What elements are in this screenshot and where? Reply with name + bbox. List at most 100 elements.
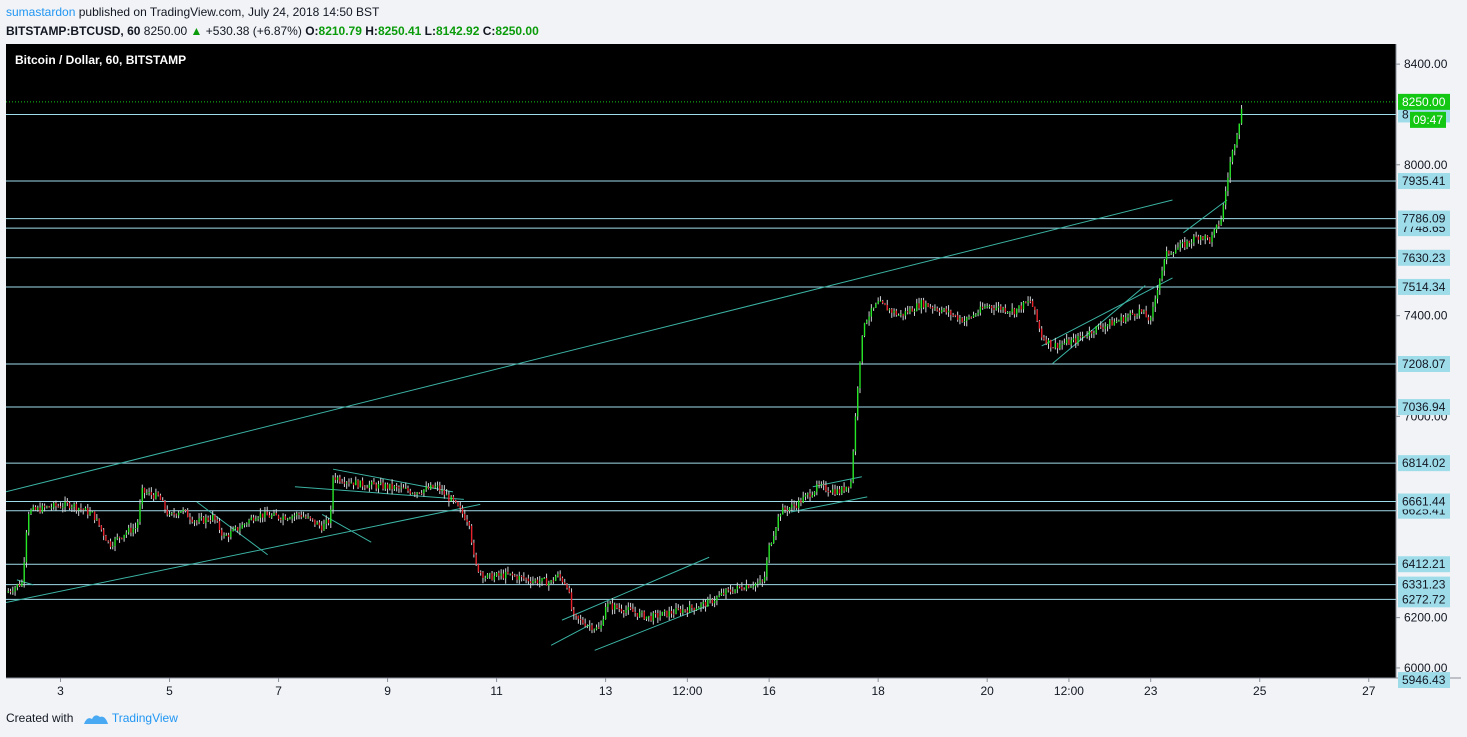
candle-body[interactable]: [988, 305, 991, 307]
candle-body[interactable]: [280, 518, 282, 521]
candle-body[interactable]: [355, 480, 357, 486]
candle-body[interactable]: [155, 492, 157, 499]
candle-body[interactable]: [968, 317, 970, 319]
candle-body[interactable]: [1034, 306, 1036, 311]
candle-body[interactable]: [1056, 343, 1059, 349]
candle-body[interactable]: [643, 611, 645, 620]
candle-body[interactable]: [600, 625, 602, 629]
candle-body[interactable]: [377, 484, 380, 489]
candle-body[interactable]: [436, 485, 439, 487]
candle-body[interactable]: [1131, 312, 1134, 315]
candle-body[interactable]: [611, 603, 614, 610]
candle-body[interactable]: [916, 303, 918, 311]
candle-body[interactable]: [516, 576, 518, 580]
candle-body[interactable]: [391, 483, 393, 490]
candle-body[interactable]: [1088, 330, 1091, 336]
candle-body[interactable]: [1000, 306, 1002, 310]
candle-body[interactable]: [500, 573, 502, 576]
candle-body[interactable]: [464, 513, 466, 520]
candle-body[interactable]: [1052, 347, 1054, 349]
candle-body[interactable]: [352, 482, 355, 486]
candle-body[interactable]: [59, 506, 62, 508]
candle-body[interactable]: [977, 312, 979, 315]
candle-body[interactable]: [1059, 344, 1061, 349]
candle-body[interactable]: [539, 581, 541, 584]
candle-body[interactable]: [579, 618, 582, 620]
candle-body[interactable]: [282, 516, 284, 521]
candle-body[interactable]: [257, 517, 259, 519]
candle-body[interactable]: [214, 514, 216, 520]
trend-line-14[interactable]: [1183, 199, 1228, 234]
candle-body[interactable]: [950, 310, 952, 316]
candle-body[interactable]: [498, 572, 500, 576]
candle-body[interactable]: [525, 578, 527, 580]
candle-body[interactable]: [1104, 326, 1106, 329]
candle-body[interactable]: [448, 494, 450, 502]
candle-body[interactable]: [55, 503, 57, 507]
candle-body[interactable]: [870, 308, 873, 317]
candle-body[interactable]: [972, 314, 975, 318]
candle-body[interactable]: [109, 541, 112, 547]
candle-body[interactable]: [843, 487, 845, 491]
candle-body[interactable]: [1047, 339, 1050, 344]
candle-body[interactable]: [357, 480, 359, 488]
candle-body[interactable]: [627, 607, 630, 610]
candle-body[interactable]: [782, 507, 784, 515]
candle-body[interactable]: [904, 311, 907, 316]
candle-body[interactable]: [811, 495, 813, 498]
candle-body[interactable]: [473, 542, 475, 555]
candle-body[interactable]: [872, 307, 875, 309]
candle-body[interactable]: [89, 511, 91, 515]
candle-body[interactable]: [339, 477, 341, 482]
candle-body[interactable]: [264, 511, 266, 518]
candle-body[interactable]: [620, 608, 623, 612]
candle-body[interactable]: [654, 613, 657, 615]
candle-body[interactable]: [330, 509, 332, 524]
candle-body[interactable]: [1136, 315, 1138, 317]
candle-body[interactable]: [152, 495, 155, 499]
candle-body[interactable]: [393, 486, 396, 490]
candle-body[interactable]: [491, 573, 493, 580]
candle-body[interactable]: [702, 602, 704, 604]
candle-body[interactable]: [96, 518, 98, 521]
candle-body[interactable]: [1018, 305, 1020, 309]
candle-body[interactable]: [1006, 311, 1009, 313]
candle-body[interactable]: [1238, 123, 1240, 135]
candle-body[interactable]: [784, 507, 786, 510]
candle-body[interactable]: [763, 576, 766, 582]
candle-body[interactable]: [102, 529, 105, 536]
candle-body[interactable]: [791, 504, 793, 508]
candle-body[interactable]: [41, 505, 44, 513]
candle-body[interactable]: [1075, 338, 1077, 343]
candle-body[interactable]: [248, 519, 250, 524]
candle-body[interactable]: [1197, 236, 1200, 240]
candle-body[interactable]: [123, 534, 125, 539]
candle-body[interactable]: [907, 311, 909, 313]
candle-body[interactable]: [800, 500, 802, 503]
candle-body[interactable]: [925, 303, 927, 308]
candle-body[interactable]: [632, 608, 634, 612]
candle-body[interactable]: [139, 504, 141, 522]
candle-body[interactable]: [822, 484, 825, 486]
candle-body[interactable]: [289, 518, 291, 520]
candle-body[interactable]: [573, 609, 575, 615]
candle-body[interactable]: [509, 573, 511, 575]
candle-body[interactable]: [1086, 335, 1088, 337]
candle-body[interactable]: [205, 517, 207, 524]
candle-body[interactable]: [223, 535, 225, 537]
candle-body[interactable]: [325, 519, 327, 524]
candle-body[interactable]: [695, 608, 698, 611]
candle-body[interactable]: [1231, 150, 1234, 162]
candle-body[interactable]: [1140, 309, 1143, 312]
candle-body[interactable]: [657, 613, 659, 618]
candle-body[interactable]: [675, 608, 677, 614]
candle-body[interactable]: [888, 309, 891, 311]
candle-body[interactable]: [561, 577, 564, 583]
candle-body[interactable]: [723, 592, 725, 595]
candle-body[interactable]: [918, 303, 920, 309]
candle-body[interactable]: [193, 521, 196, 523]
candle-body[interactable]: [861, 336, 863, 362]
author-link[interactable]: sumastardon: [6, 5, 76, 19]
candle-body[interactable]: [468, 521, 471, 526]
candle-body[interactable]: [84, 507, 87, 511]
